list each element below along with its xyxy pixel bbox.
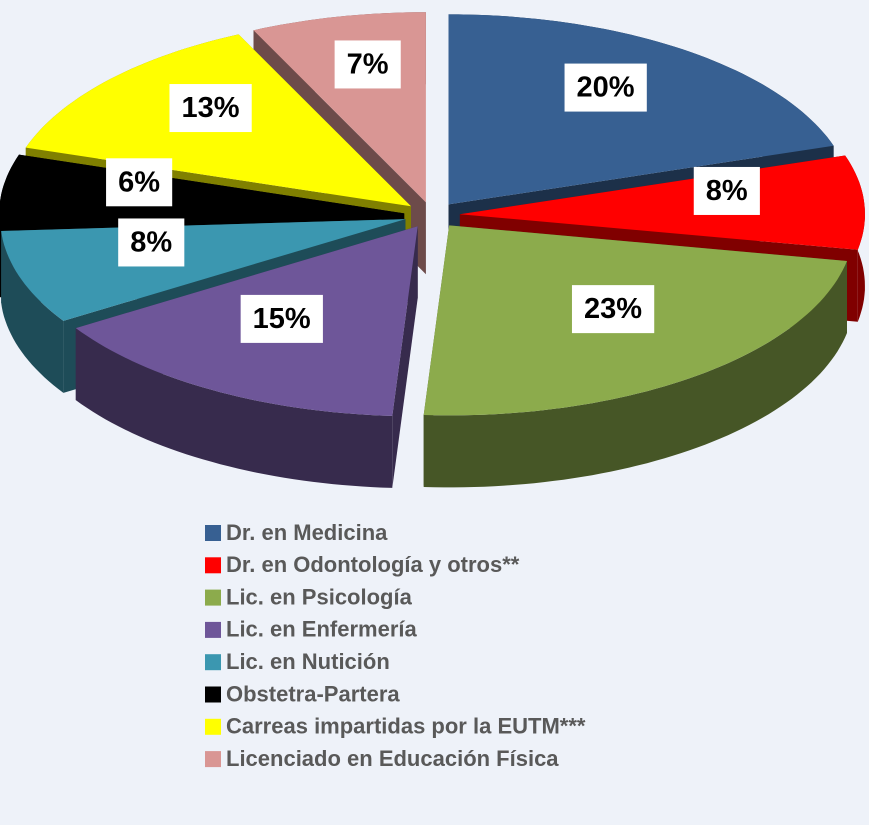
slice-side: [1, 231, 64, 393]
value-label-box: [169, 84, 252, 133]
legend-label: Lic. en Enfermería: [226, 617, 418, 642]
value-label-box: [334, 40, 401, 89]
legend-label: Carreas impartidas por la EUTM***: [226, 714, 586, 739]
legend-label: Dr. en Medicina: [226, 520, 388, 545]
value-label: 23%: [584, 293, 642, 325]
legend-swatch: [205, 686, 221, 703]
value-label-box: [118, 218, 185, 267]
value-label-box: [571, 285, 655, 334]
value-label: 20%: [577, 72, 635, 104]
legend-swatch: [205, 751, 221, 768]
value-label-box: [693, 166, 760, 215]
legend-label: Lic. en Psicología: [226, 584, 413, 609]
value-label-box: [564, 63, 647, 112]
legend-label: Lic. en Nutición: [226, 649, 390, 674]
slice-side: [423, 261, 847, 488]
legend-swatch: [205, 654, 221, 671]
slice: [1, 219, 406, 321]
value-label: 7%: [347, 48, 389, 80]
value-label: 8%: [706, 175, 748, 207]
legend-label: Licenciado en Educación Física: [226, 746, 559, 771]
legend-swatch: [205, 621, 221, 638]
value-label: 13%: [181, 92, 239, 124]
value-label-box: [240, 294, 323, 343]
value-label: 8%: [130, 226, 172, 258]
legend-label: Dr. en Odontología y otros**: [226, 552, 520, 577]
slice-side: [75, 328, 393, 488]
value-label-box: [106, 158, 173, 207]
legend-swatch: [205, 718, 221, 735]
legend-swatch: [205, 589, 221, 606]
legend-swatch: [205, 525, 221, 541]
value-label: 15%: [253, 303, 311, 335]
legend-label: Obstetra-Partera: [226, 681, 400, 706]
value-label: 6%: [118, 166, 160, 198]
slice: [0, 154, 405, 226]
legend-swatch: [205, 557, 221, 574]
slice: [459, 155, 865, 250]
